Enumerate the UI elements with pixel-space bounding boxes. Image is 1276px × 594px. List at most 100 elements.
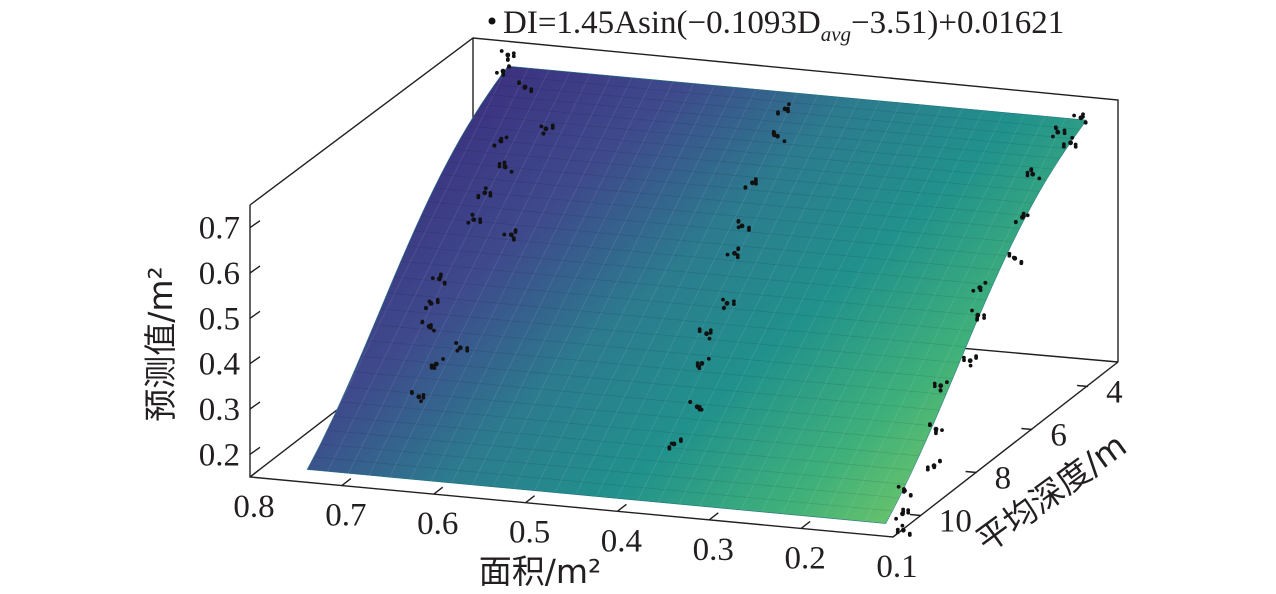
data-point [419, 399, 423, 403]
data-point [511, 51, 516, 56]
data-point [499, 136, 504, 141]
data-point [938, 388, 943, 393]
x-tick [341, 478, 352, 487]
z-axis-label: 预测值/m² [141, 266, 180, 422]
mesh-line [454, 148, 1033, 204]
mesh-line [360, 355, 940, 411]
data-point [438, 274, 443, 279]
data-point [499, 49, 504, 53]
data-point [776, 111, 780, 116]
mesh-line [307, 66, 509, 470]
data-point [743, 185, 748, 190]
data-point [492, 143, 497, 148]
mesh-line [864, 117, 1067, 522]
data-point [697, 405, 702, 409]
data-point [454, 341, 458, 345]
x-tick [433, 486, 444, 495]
mesh-line [389, 73, 591, 478]
data-point [721, 297, 725, 302]
data-point [495, 70, 499, 75]
x-tick-label: 0.3 [693, 532, 734, 568]
data-point [1072, 113, 1076, 118]
mesh-line [320, 443, 900, 499]
x-axis-label: 面积/m² [479, 552, 602, 591]
data-point [1025, 173, 1030, 178]
mesh-line [373, 324, 953, 380]
data-point [465, 346, 470, 350]
data-point [1011, 255, 1016, 260]
data-point [735, 255, 740, 260]
mesh-line [440, 174, 1020, 229]
z-tick-label: 0.7 [199, 211, 240, 247]
y-tick-label: 10 [939, 504, 972, 540]
data-point [754, 181, 758, 186]
data-point [529, 89, 534, 94]
data-point [978, 285, 983, 290]
data-point [482, 190, 488, 196]
y-tick-label: 4 [1106, 375, 1123, 411]
z-tick-label: 0.5 [199, 301, 240, 337]
data-point [932, 384, 937, 389]
front-edges [249, 205, 1119, 538]
data-point [502, 160, 507, 165]
title-subscript: avg [821, 22, 851, 46]
mesh-line [313, 456, 893, 512]
mesh-line [823, 114, 1025, 518]
data-point [786, 109, 790, 114]
mesh-line [699, 102, 901, 507]
data-point [747, 225, 751, 230]
data-point [1025, 170, 1030, 175]
data-point [934, 429, 938, 434]
mesh-line [761, 108, 963, 513]
data-point [697, 327, 702, 332]
data-point [1013, 220, 1018, 225]
data-point [427, 299, 432, 304]
data-point [513, 228, 518, 233]
data-point [736, 225, 741, 230]
mesh-line [368, 71, 571, 476]
mesh-line [353, 371, 933, 427]
data-point [483, 186, 488, 191]
y-tick [965, 470, 977, 474]
mesh-line [333, 415, 913, 471]
data-point [501, 70, 505, 75]
mesh-line [380, 308, 960, 364]
data-point [416, 394, 422, 400]
data-point [421, 395, 426, 400]
data-point [420, 319, 425, 324]
data-point [775, 133, 780, 139]
mesh-line [387, 292, 967, 348]
data-point [895, 527, 900, 532]
x-tick-label: 0.4 [601, 523, 642, 559]
data-point [699, 407, 704, 412]
data-point [435, 297, 440, 302]
data-point [1073, 142, 1078, 147]
fit-surface [306, 65, 1088, 524]
x-tick-label: 0.1 [876, 549, 917, 585]
z-tick-label: 0.4 [199, 347, 240, 383]
y-axis: 4 6 8 10 [909, 375, 1123, 540]
data-point [724, 300, 730, 306]
z-tick-label: 0.3 [199, 392, 240, 428]
y-tick-label: 8 [995, 461, 1012, 497]
data-point [699, 361, 705, 366]
mesh-line [434, 187, 1013, 243]
chart-title: DI=1.45Asin(−0.1093Davg−3.51)+0.01621 [488, 5, 1064, 46]
mesh-line [596, 92, 798, 497]
mesh-line [307, 469, 886, 524]
data-point [1025, 213, 1030, 218]
z-tick [249, 356, 261, 365]
data-point [982, 316, 986, 320]
data-point [550, 126, 555, 130]
mesh-line [782, 110, 984, 515]
data-point [940, 428, 944, 432]
mesh-line [327, 429, 906, 485]
y-tick [1021, 427, 1033, 431]
data-point [1019, 259, 1024, 264]
data-point [928, 422, 932, 426]
mesh-line [616, 94, 819, 499]
mesh-line [427, 201, 1007, 257]
data-point [736, 219, 741, 223]
mesh-line [420, 215, 1000, 271]
data-point [476, 193, 481, 198]
